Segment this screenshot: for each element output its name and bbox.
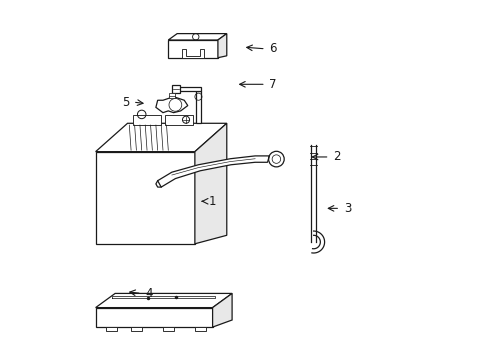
Polygon shape [212, 293, 232, 327]
Polygon shape [133, 116, 161, 125]
Polygon shape [171, 85, 179, 93]
Text: 1: 1 [209, 195, 216, 208]
Polygon shape [218, 33, 226, 58]
Text: 4: 4 [145, 287, 152, 300]
Text: 6: 6 [269, 42, 276, 55]
Polygon shape [168, 33, 226, 40]
Polygon shape [196, 91, 201, 123]
Polygon shape [96, 307, 212, 327]
Text: 5: 5 [122, 95, 129, 108]
Bar [169, 93, 174, 99]
Polygon shape [168, 40, 218, 58]
Polygon shape [156, 97, 187, 113]
Polygon shape [182, 49, 203, 58]
Polygon shape [164, 116, 193, 125]
Polygon shape [106, 327, 117, 330]
Polygon shape [96, 293, 232, 307]
Polygon shape [96, 123, 226, 152]
Polygon shape [195, 123, 226, 244]
Text: 3: 3 [343, 202, 350, 215]
Polygon shape [131, 327, 142, 330]
Bar [96, 152, 195, 244]
Polygon shape [195, 327, 205, 330]
Polygon shape [163, 327, 173, 330]
Polygon shape [157, 156, 269, 187]
Text: 7: 7 [269, 78, 276, 91]
Polygon shape [177, 87, 201, 91]
Text: 2: 2 [332, 150, 340, 163]
